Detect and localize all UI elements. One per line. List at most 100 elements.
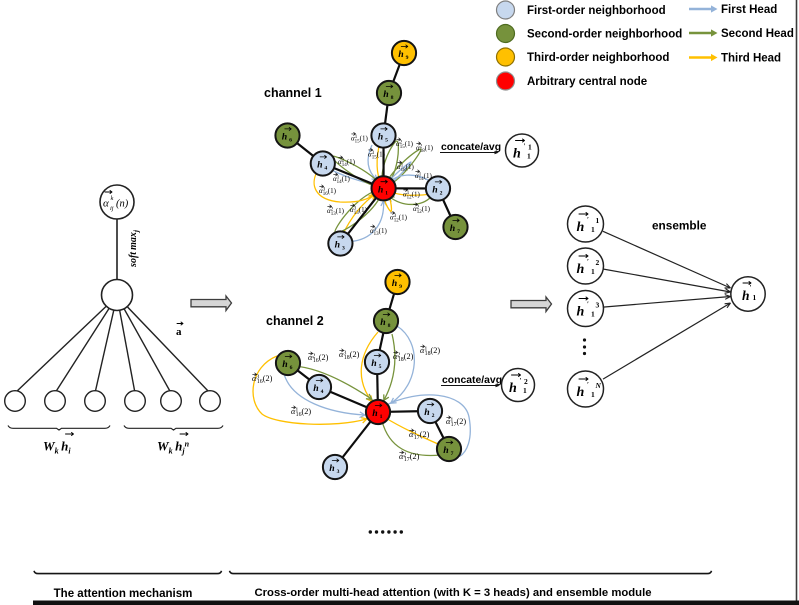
svg-text:5: 5 [385,138,388,144]
svg-text:2: 2 [596,258,600,267]
svg-text:h: h [577,220,585,235]
svg-text:6: 6 [289,138,292,144]
svg-text:h: h [372,408,377,419]
svg-text:Arbitrary central node: Arbitrary central node [527,76,647,88]
svg-text:7: 7 [457,229,460,235]
svg-text:′: ′ [587,216,589,224]
svg-text:1: 1 [528,143,532,152]
svg-text:h: h [335,240,340,251]
svg-text:′: ′ [587,301,589,309]
svg-text:h: h [371,358,376,369]
svg-text:a: a [176,326,182,338]
svg-text:h: h [577,305,585,320]
svg-text:h: h [378,185,383,196]
svg-text:1: 1 [591,390,595,399]
svg-text:3: 3 [342,246,345,252]
svg-text:h: h [282,359,287,370]
svg-text:1: 1 [527,152,531,161]
svg-text:h: h [513,147,521,162]
svg-text:8: 8 [391,95,394,101]
svg-text:k: k [111,195,114,202]
svg-text:soft maxj: soft maxj [128,229,141,268]
svg-text:1: 1 [385,190,388,196]
svg-text:h: h [742,288,750,303]
svg-text:h: h [509,381,517,396]
svg-text:1: 1 [380,414,383,420]
svg-text:′: ′ [520,377,522,385]
svg-text:h: h [577,385,585,400]
svg-text:h: h [392,278,397,289]
svg-text:h: h [282,132,287,143]
svg-text:9: 9 [406,55,409,61]
svg-text:The attention mechanism: The attention mechanism [54,588,193,600]
svg-text:Third Head: Third Head [721,53,781,65]
svg-text:First-order neighborhood: First-order neighborhood [527,5,666,17]
svg-text:h: h [313,383,318,394]
svg-text:channel 1: channel 1 [264,86,322,100]
svg-text:h: h [378,132,383,143]
svg-text:2: 2 [524,377,528,386]
svg-text:h: h [577,262,585,277]
svg-text:Cross-order multi-head attenti: Cross-order multi-head attention (with K… [254,587,651,599]
svg-text:9: 9 [399,284,402,290]
svg-text:1: 1 [591,225,595,234]
svg-text:h: h [443,445,448,456]
svg-text:concate/avg: concate/avg [441,142,501,153]
svg-text:h: h [380,317,385,328]
svg-text:Second Head: Second Head [721,28,794,40]
svg-text:1: 1 [591,310,595,319]
svg-text:h: h [450,223,455,234]
svg-text:ij: ij [110,205,114,212]
svg-text:First Head: First Head [721,4,777,16]
svg-text:4: 4 [321,389,324,395]
svg-text:Wk hi: Wk hi [43,439,71,456]
svg-text:Wk hjn: Wk hjn [157,439,190,456]
svg-text:′: ′ [587,258,589,266]
svg-text:h: h [329,463,334,474]
svg-text:concate/avg: concate/avg [442,375,502,386]
svg-text:2: 2 [432,413,435,419]
svg-text:h: h [432,185,437,196]
svg-text:(n): (n) [116,199,129,210]
svg-text:h: h [424,407,429,418]
svg-text:1: 1 [591,267,595,276]
svg-text:h: h [398,49,403,60]
svg-text:ensemble: ensemble [652,219,707,233]
svg-text:h: h [383,89,388,100]
svg-text:2: 2 [440,191,443,197]
svg-text:6: 6 [290,365,293,371]
svg-text:Third-order neighborhood: Third-order neighborhood [527,52,669,64]
svg-text:′: ′ [524,143,526,151]
svg-text:h: h [317,160,322,171]
svg-text:′: ′ [750,284,752,292]
svg-text:5: 5 [379,364,382,370]
svg-text:3: 3 [337,469,340,475]
svg-text:N: N [595,381,602,390]
svg-text:3: 3 [596,301,600,310]
svg-text:channel 2: channel 2 [266,314,324,328]
svg-text:8: 8 [388,323,391,329]
svg-text:α: α [103,198,109,210]
